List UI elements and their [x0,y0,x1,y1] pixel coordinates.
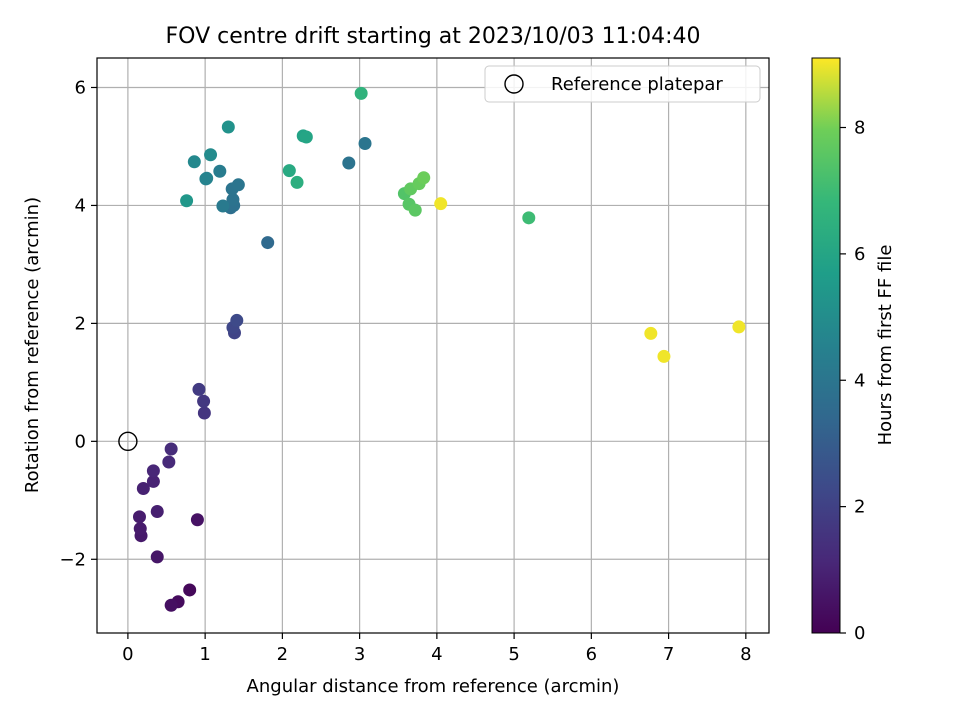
data-point [282,164,296,178]
y-tick-label: −2 [59,549,86,570]
x-tick-label: 8 [740,644,751,665]
data-point [213,164,227,178]
x-tick-label: 5 [508,644,519,665]
data-point [183,583,197,597]
x-tick-label: 3 [354,644,365,665]
y-axis-label: Rotation from reference (arcmin) [22,197,43,493]
axes-frame [96,57,770,634]
data-point [226,193,240,207]
y-tick-label: 2 [75,313,86,334]
data-point [190,513,204,527]
colorbar-tick-label: 2 [854,497,865,518]
x-tick-label: 1 [199,644,210,665]
data-point [408,203,422,217]
y-tick-label: 0 [75,431,86,452]
legend-marker-icon [504,74,524,94]
data-point [644,326,658,340]
data-point [146,464,160,478]
data-point [164,442,178,456]
data-point [358,137,372,151]
colorbar-tick-label: 6 [854,244,865,265]
x-tick-label: 4 [431,644,442,665]
data-point [133,522,147,536]
data-point [136,482,150,496]
grid-lines [97,58,769,633]
data-point [204,148,218,162]
y-tick-label: 4 [75,195,86,216]
legend-box [484,65,761,103]
x-axis-ticks: 0 1 2 3 4 5 6 7 8 [122,633,752,665]
data-point [150,550,164,564]
data-point [290,175,304,189]
data-point [199,172,213,186]
reference-platepar-marker [118,431,138,452]
data-point [354,86,368,100]
colorbar-ticks: 0 2 4 6 8 [840,118,865,644]
data-point [187,155,201,169]
x-tick-label: 7 [663,644,674,665]
data-points [132,86,746,612]
colorbar-tick-label: 4 [854,370,865,391]
data-point [522,211,536,225]
y-tick-label: 6 [75,77,86,98]
colorbar-tick-label: 8 [854,118,865,139]
data-point [180,194,194,208]
data-point [657,349,671,363]
data-point [197,394,211,408]
colorbar: 0 2 4 6 8 Hours from first FF file [811,57,896,644]
data-point [299,130,313,144]
data-point [132,510,146,524]
data-point [434,197,448,211]
data-point [221,120,235,134]
data-point [417,171,431,185]
colorbar-tick-label: 0 [854,623,865,644]
data-point [732,320,746,334]
data-point [192,382,206,396]
colorbar-gradient [811,57,841,634]
legend: Reference platepar [484,65,761,103]
data-point [164,598,178,612]
legend-entry-label: Reference platepar [551,74,723,95]
data-point [342,156,356,170]
data-point [261,236,275,250]
data-point [162,455,176,469]
data-point [197,406,211,420]
data-point [216,199,230,213]
x-tick-label: 2 [277,644,288,665]
x-tick-label: 6 [586,644,597,665]
data-point [230,313,244,327]
x-tick-label: 0 [122,644,133,665]
data-point [146,474,160,488]
plot-area [96,57,770,634]
data-point [231,178,245,192]
colorbar-label: Hours from first FF file [875,245,896,446]
chart-title: FOV centre drift starting at 2023/10/03 … [166,24,701,49]
data-point [150,505,164,519]
y-axis-ticks: −2 0 2 4 6 [59,77,97,570]
x-axis-label: Angular distance from reference (arcmin) [247,676,620,697]
